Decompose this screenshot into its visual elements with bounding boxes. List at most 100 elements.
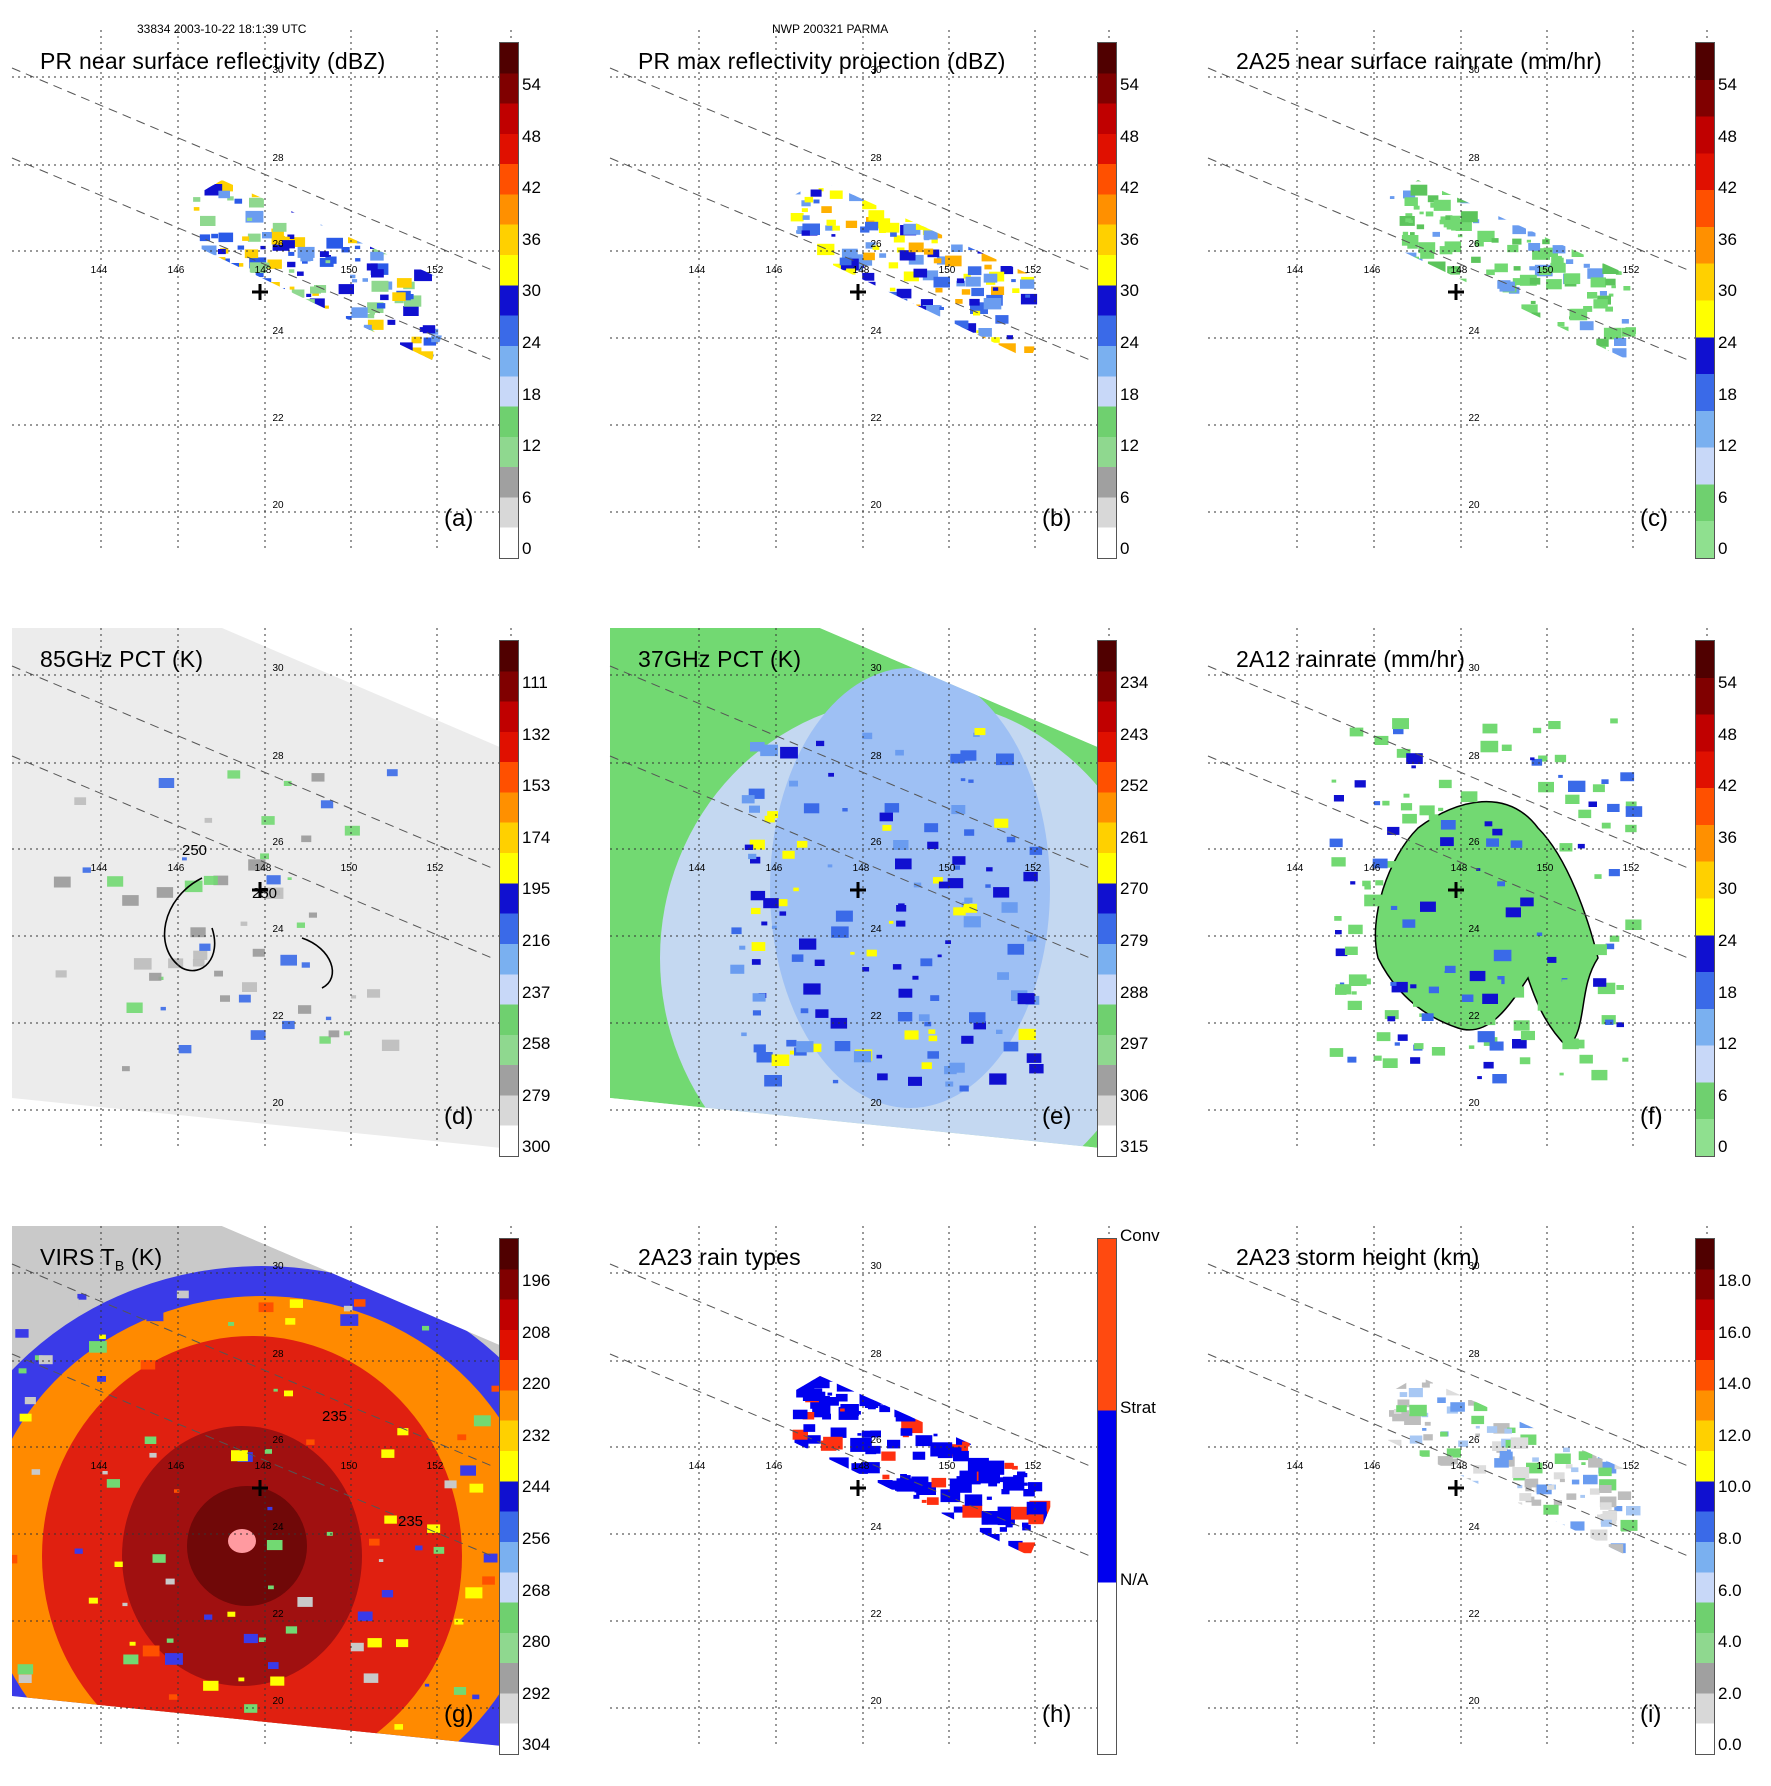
lon-label-150: 150 [341, 863, 358, 874]
colorbar-label: 0 [522, 539, 532, 559]
lat-label-26: 26 [272, 837, 284, 848]
lat-label-26: 26 [1468, 239, 1480, 250]
lon-label-146: 146 [168, 265, 185, 276]
colorbar-label: Strat [1120, 1398, 1156, 1417]
lon-label-144: 144 [689, 265, 706, 276]
storm-center-marker [252, 882, 268, 898]
panel-g: 302826242220144146148150152154235235VIRS… [11, 1226, 550, 1786]
lat-label-30: 30 [870, 663, 882, 674]
colorbar-label: 18 [522, 384, 541, 404]
panel-c: 3028262422201441461481501521542A25 near … [1207, 30, 1737, 590]
contour-label: 235 [398, 1513, 423, 1530]
colorbar-label: 258 [522, 1034, 551, 1054]
pr-swath-edges [11, 67, 493, 361]
lat-lon-grid [1208, 628, 1713, 1148]
swath-background [12, 628, 502, 1148]
colorbar-label: 18 [1718, 384, 1737, 404]
contour-label: 235 [322, 1408, 347, 1425]
panel-letter: (d) [444, 1103, 474, 1130]
colorbar-label: 36 [1718, 229, 1737, 249]
colorbar-label: 16.0 [1718, 1322, 1752, 1342]
lon-label-148: 148 [1451, 863, 1468, 874]
colorbar-label: 234 [1120, 673, 1149, 692]
lat-label-20: 20 [272, 1098, 284, 1109]
colorbar-label: 42 [1718, 776, 1737, 796]
colorbar-label: 12 [522, 436, 541, 456]
lat-label-22: 22 [870, 413, 882, 424]
colorbar-label: 6.0 [1718, 1580, 1742, 1600]
colorbar-h [1097, 1238, 1117, 1755]
colorbar-label: 244 [522, 1477, 551, 1497]
panel-letter: (a) [444, 505, 474, 532]
colorbar-c [1695, 42, 1715, 559]
colorbar-label: 297 [1120, 1034, 1149, 1054]
panel-title: VIRS TB (K) [40, 1244, 163, 1274]
colorbar-label: Conv [1120, 1226, 1160, 1245]
colorbar-label: 48 [1718, 724, 1737, 744]
panel-title: 37GHz PCT (K) [638, 646, 802, 672]
colorbar-f [1695, 640, 1715, 1157]
colorbar-i [1695, 1238, 1715, 1755]
colorbar-label: 48 [522, 126, 541, 146]
colorbar-label: 252 [1120, 776, 1149, 796]
lon-label-152: 152 [1025, 265, 1042, 276]
lon-label-152: 152 [1025, 863, 1042, 874]
colorbar-label: 216 [522, 931, 551, 950]
lat-label-22: 22 [870, 1609, 882, 1620]
lat-lon-grid [610, 30, 1115, 550]
panel-d: 30282624222014414614815015215425025085GH… [11, 628, 550, 1188]
panel-e: 30282624222014414614815015215437GHz PCT … [609, 628, 1148, 1188]
field-e [610, 628, 1100, 1148]
lon-label-152: 152 [1025, 1461, 1042, 1472]
panel-letter: (g) [444, 1701, 474, 1728]
colorbar-label: 270 [1120, 879, 1149, 899]
colorbar-label: 208 [522, 1322, 551, 1342]
colorbar-label: 14.0 [1718, 1374, 1752, 1394]
lon-label-146: 146 [168, 1461, 185, 1472]
colorbar-e [1097, 640, 1117, 1157]
lon-label-152: 152 [427, 1461, 444, 1472]
colorbar-label: 42 [1120, 178, 1139, 198]
panel-letter: (e) [1042, 1103, 1072, 1130]
colorbar-label: 18 [1120, 384, 1139, 404]
lat-lon-grid [12, 30, 517, 550]
map-e: 302826242220144146148150152154 [609, 628, 1116, 1148]
lon-label-152: 152 [427, 863, 444, 874]
lat-label-28: 28 [272, 1349, 284, 1360]
panel-title: PR near surface reflectivity (dBZ) [40, 48, 386, 74]
lat-label-28: 28 [272, 751, 284, 762]
colorbar-label: 24 [1718, 931, 1737, 950]
lat-label-24: 24 [1468, 1522, 1480, 1533]
lat-label-22: 22 [1468, 1011, 1480, 1022]
lat-label-20: 20 [870, 500, 882, 511]
pr-swath-edges [11, 1263, 493, 1557]
lon-label-150: 150 [939, 863, 956, 874]
map-d: 302826242220144146148150152154250250 [11, 628, 518, 1148]
pr-swath-edges [609, 1263, 1091, 1557]
panel-letter: (i) [1640, 1701, 1662, 1728]
colorbar-label: 30 [1120, 281, 1139, 301]
lon-label-144: 144 [689, 863, 706, 874]
lon-label-146: 146 [1364, 265, 1381, 276]
map-b: 302826242220144146148150152154 [609, 30, 1116, 550]
lon-label-146: 146 [1364, 863, 1381, 874]
colorbar-label: 8.0 [1718, 1529, 1742, 1548]
lon-label-146: 146 [1364, 1461, 1381, 1472]
colorbar-label: 279 [522, 1085, 551, 1105]
panel-title: 2A23 storm height (km) [1236, 1244, 1480, 1270]
storm-center-marker [1448, 882, 1464, 898]
lat-label-20: 20 [1468, 500, 1480, 511]
lat-lon-grid [12, 1226, 517, 1746]
pr-swath-edges [609, 665, 1091, 959]
colorbar-label: 6 [1718, 1085, 1728, 1105]
pr-swath-edges [1207, 67, 1689, 361]
lon-label-148: 148 [1451, 265, 1468, 276]
lat-label-20: 20 [870, 1098, 882, 1109]
lon-label-150: 150 [341, 265, 358, 276]
colorbar-label: 48 [1120, 126, 1139, 146]
colorbar-label: 315 [1120, 1137, 1149, 1157]
panel-title: 2A12 rainrate (mm/hr) [1236, 646, 1466, 672]
colorbar-g [499, 1238, 519, 1755]
colorbar-label: 304 [522, 1735, 551, 1755]
colorbar-label: 42 [522, 178, 541, 198]
